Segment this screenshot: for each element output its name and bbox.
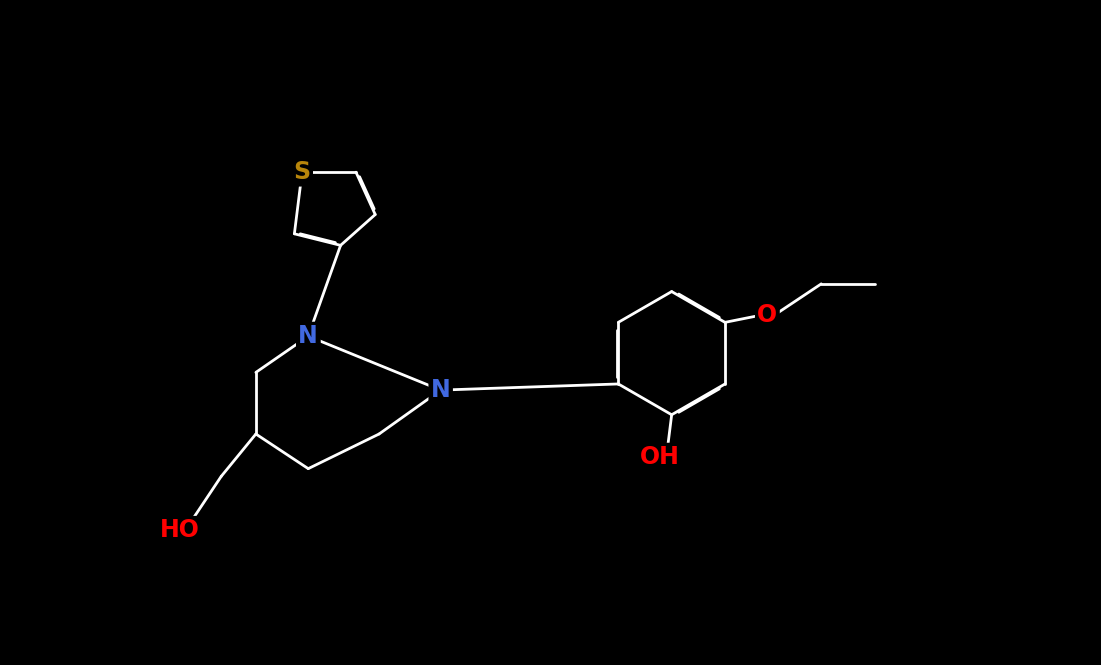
- Text: OH: OH: [640, 445, 680, 469]
- Text: N: N: [430, 378, 450, 402]
- Text: S: S: [294, 160, 310, 184]
- Text: HO: HO: [160, 518, 199, 542]
- Text: O: O: [757, 303, 777, 327]
- Text: N: N: [298, 325, 318, 348]
- Text: N: N: [298, 325, 318, 348]
